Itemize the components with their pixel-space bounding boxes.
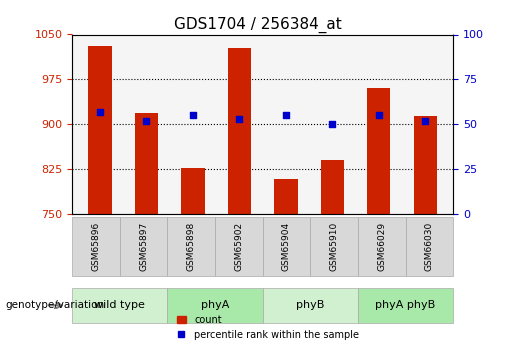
Legend: count, percentile rank within the sample: count, percentile rank within the sample <box>173 311 363 344</box>
Bar <box>228 48 251 214</box>
Text: GSM65898: GSM65898 <box>187 222 196 271</box>
Bar <box>181 168 204 214</box>
Point <box>189 112 197 118</box>
Text: phyA: phyA <box>201 300 229 310</box>
Bar <box>367 88 390 214</box>
Bar <box>274 179 298 214</box>
Bar <box>89 47 112 214</box>
Text: phyA phyB: phyA phyB <box>375 300 436 310</box>
Bar <box>135 114 158 214</box>
Text: GSM66030: GSM66030 <box>425 222 434 271</box>
Text: genotype/variation: genotype/variation <box>5 300 104 310</box>
Point <box>235 116 244 121</box>
Point <box>328 121 336 127</box>
Text: GSM65910: GSM65910 <box>330 222 338 271</box>
Point <box>96 109 104 115</box>
Point <box>375 112 383 118</box>
Text: GDS1704 / 256384_at: GDS1704 / 256384_at <box>174 17 341 33</box>
Point <box>142 118 150 124</box>
Text: GSM66029: GSM66029 <box>377 222 386 271</box>
Point <box>421 118 430 124</box>
Text: phyB: phyB <box>296 300 324 310</box>
Text: wild type: wild type <box>94 300 145 310</box>
Bar <box>414 116 437 214</box>
Text: GSM65902: GSM65902 <box>234 222 243 271</box>
Text: GSM65896: GSM65896 <box>92 222 100 271</box>
Text: GSM65897: GSM65897 <box>139 222 148 271</box>
Point <box>282 112 290 118</box>
Text: GSM65904: GSM65904 <box>282 222 291 271</box>
Bar <box>321 160 344 214</box>
